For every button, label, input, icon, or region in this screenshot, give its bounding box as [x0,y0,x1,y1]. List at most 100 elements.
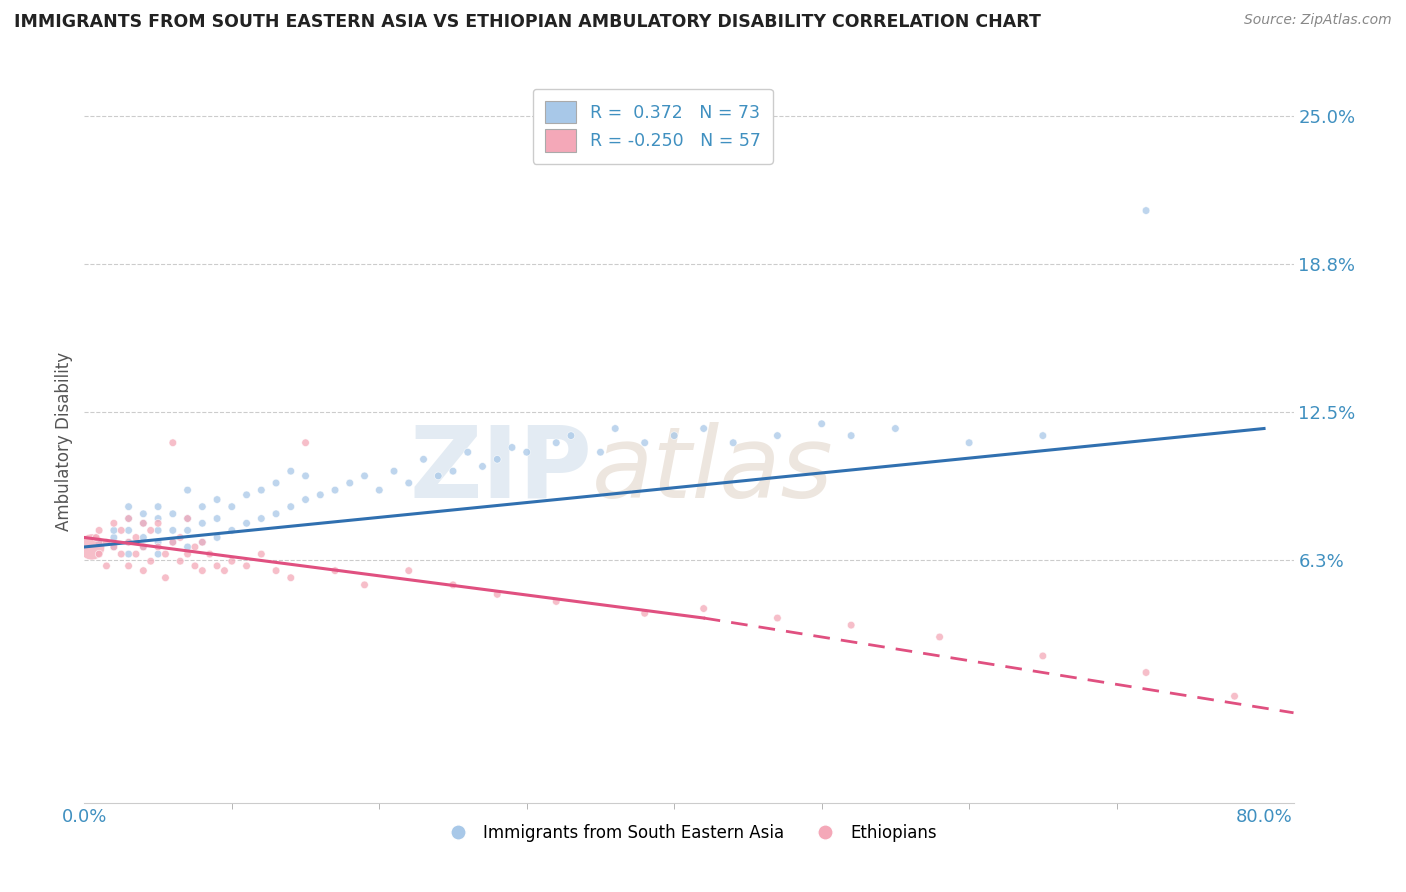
Point [353,578,375,592]
Point [264,564,287,578]
Point [117,511,139,525]
Point [560,428,582,442]
Point [280,500,302,514]
Text: Source: ZipAtlas.com: Source: ZipAtlas.com [1244,13,1392,28]
Point [250,547,273,561]
Point [214,564,236,578]
Point [839,618,862,632]
Point [96,558,118,573]
Point [884,421,907,435]
Point [162,535,184,549]
Point [205,558,228,573]
Point [221,554,243,568]
Point [184,540,207,554]
Point [176,540,198,554]
Point [162,524,184,538]
Point [294,435,316,450]
Point [162,535,184,549]
Y-axis label: Ambulatory Disability: Ambulatory Disability [55,352,73,531]
Point [221,524,243,538]
Point [146,524,169,538]
Point [146,547,169,561]
Point [155,571,177,585]
Point [398,564,420,578]
Text: atlas: atlas [592,422,834,519]
Point [664,428,686,442]
Point [427,469,450,483]
Point [457,445,479,459]
Legend: Immigrants from South Eastern Asia, Ethiopians: Immigrants from South Eastern Asia, Ethi… [434,817,943,848]
Point [441,464,464,478]
Point [634,435,657,450]
Point [957,435,980,450]
Point [810,417,832,431]
Point [139,554,162,568]
Point [323,564,346,578]
Point [103,516,125,531]
Point [132,564,155,578]
Point [339,475,361,490]
Point [191,516,214,531]
Point [132,516,155,531]
Point [117,535,139,549]
Point [87,535,110,549]
Point [412,452,434,467]
Point [294,492,316,507]
Point [766,611,789,625]
Text: IMMIGRANTS FROM SOUTH EASTERN ASIA VS ETHIOPIAN AMBULATORY DISABILITY CORRELATIO: IMMIGRANTS FROM SOUTH EASTERN ASIA VS ET… [14,13,1040,31]
Point [235,516,257,531]
Point [176,547,198,561]
Point [692,421,714,435]
Point [264,507,287,521]
Point [398,475,420,490]
Point [589,445,612,459]
Point [176,511,198,525]
Point [80,540,103,554]
Point [117,500,139,514]
Point [103,540,125,554]
Point [176,511,198,525]
Point [839,428,862,442]
Point [110,524,132,538]
Point [766,428,789,442]
Point [486,452,509,467]
Point [169,554,191,568]
Point [146,500,169,514]
Point [205,511,228,525]
Point [605,421,627,435]
Point [368,483,391,497]
Point [87,524,110,538]
Point [1135,665,1157,680]
Point [176,483,198,497]
Point [928,630,950,644]
Point [169,531,191,545]
Point [117,547,139,561]
Point [250,511,273,525]
Point [235,488,257,502]
Point [198,547,221,561]
Point [139,524,162,538]
Text: ZIP: ZIP [409,422,592,519]
Point [191,500,214,514]
Point [96,535,118,549]
Point [280,571,302,585]
Point [294,469,316,483]
Point [1032,648,1054,663]
Point [1135,203,1157,218]
Point [546,435,568,450]
Point [176,524,198,538]
Point [132,531,155,545]
Point [441,578,464,592]
Point [323,483,346,497]
Point [1223,689,1246,703]
Point [103,524,125,538]
Point [132,540,155,554]
Point [184,558,207,573]
Point [155,547,177,561]
Point [146,535,169,549]
Point [84,531,107,545]
Point [546,594,568,608]
Point [162,507,184,521]
Point [125,547,148,561]
Point [221,500,243,514]
